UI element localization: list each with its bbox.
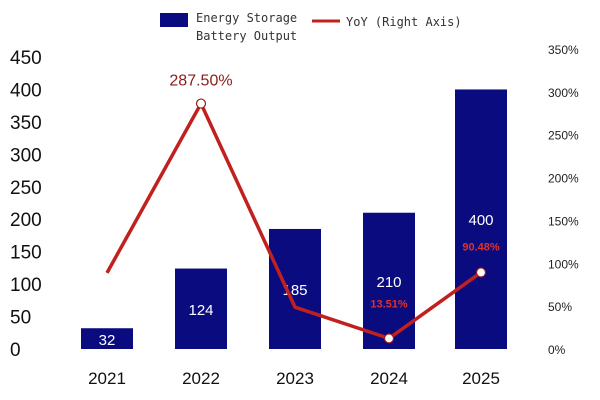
right-tick-label: 50%	[548, 300, 572, 314]
yoy-labels: 287.50% 13.51% 90.48%	[169, 73, 499, 311]
right-tick-label: 150%	[548, 214, 579, 228]
yoy-data-label: 90.48%	[462, 241, 500, 253]
bars	[81, 89, 507, 349]
right-tick-label: 300%	[548, 86, 579, 100]
x-tick-label: 2021	[88, 369, 126, 388]
x-axis: 2021 2022 2023 2024 2025	[88, 369, 500, 388]
right-tick-label: 350%	[548, 43, 579, 57]
x-tick-label: 2025	[462, 369, 500, 388]
right-tick-label: 100%	[548, 257, 579, 271]
yoy-point	[383, 333, 395, 344]
legend-label-bars-line1: Energy Storage	[196, 11, 297, 25]
right-tick-label: 250%	[548, 129, 579, 143]
bar-data-label: 124	[188, 302, 213, 319]
legend: Energy Storage Battery Output YoY (Right…	[160, 11, 462, 43]
legend-swatch-bars	[160, 13, 188, 27]
bar-2025	[455, 89, 507, 349]
bar-2023	[269, 228, 321, 349]
left-tick-label: 200	[10, 210, 42, 231]
x-tick-label: 2024	[370, 369, 408, 388]
left-tick-label: 50	[10, 308, 31, 329]
left-tick-label: 400	[10, 80, 42, 101]
left-tick-label: 0	[10, 340, 21, 361]
left-tick-label: 100	[10, 275, 42, 296]
legend-label-bars-line2: Battery Output	[196, 29, 297, 43]
x-tick-label: 2022	[182, 369, 220, 388]
left-axis: 0 50 100 150 200 250 300 350 400 450	[10, 48, 42, 361]
left-tick-label: 300	[10, 145, 42, 166]
bar-data-label: 32	[99, 332, 116, 349]
right-tick-label: 200%	[548, 172, 579, 186]
x-tick-label: 2023	[276, 369, 314, 388]
left-tick-label: 350	[10, 113, 42, 134]
yoy-data-label: 13.51%	[370, 298, 408, 310]
bar-data-label: 400	[468, 212, 493, 229]
yoy-point	[195, 98, 207, 109]
yoy-line	[105, 99, 483, 341]
left-tick-label: 450	[10, 48, 42, 69]
left-tick-label: 150	[10, 243, 42, 264]
bar-data-label: 210	[376, 274, 401, 291]
legend-label-line: YoY (Right Axis)	[346, 15, 462, 29]
yoy-point	[475, 267, 487, 278]
bar-2022	[175, 268, 227, 349]
right-tick-label: 0%	[548, 343, 566, 357]
right-axis: 0% 50% 100% 150% 200% 250% 300% 350%	[548, 43, 579, 357]
bar-2021	[81, 328, 133, 349]
yoy-line-group	[105, 98, 487, 344]
left-tick-label: 250	[10, 178, 42, 199]
yoy-data-label: 287.50%	[169, 73, 232, 90]
